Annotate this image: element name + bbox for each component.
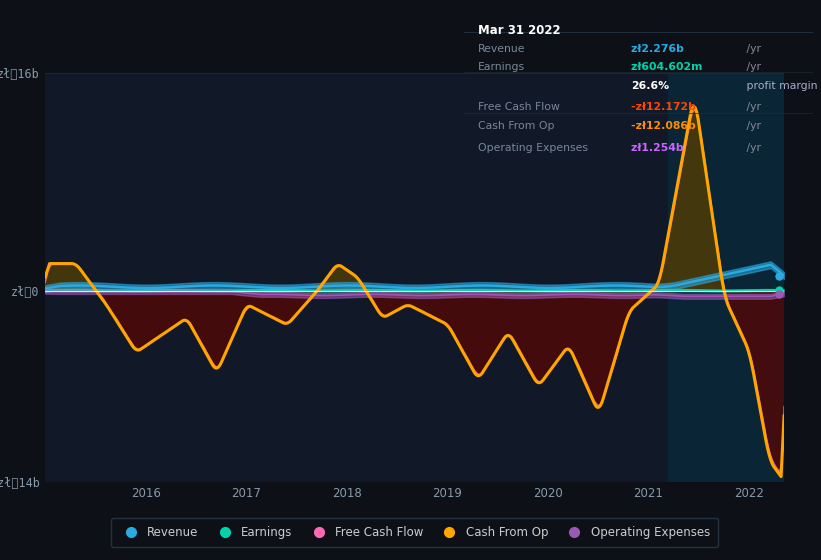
Legend: Revenue, Earnings, Free Cash Flow, Cash From Op, Operating Expenses: Revenue, Earnings, Free Cash Flow, Cash … — [111, 517, 718, 547]
Text: Free Cash Flow: Free Cash Flow — [478, 102, 560, 113]
Text: /yr: /yr — [743, 44, 761, 54]
Text: Cash From Op: Cash From Op — [478, 121, 554, 131]
Text: Earnings: Earnings — [478, 62, 525, 72]
Text: 26.6%: 26.6% — [631, 81, 669, 91]
Text: profit margin: profit margin — [743, 81, 818, 91]
Text: /yr: /yr — [743, 62, 761, 72]
Text: /yr: /yr — [743, 121, 761, 131]
Text: /yr: /yr — [743, 102, 761, 113]
Text: Mar 31 2022: Mar 31 2022 — [478, 24, 561, 36]
Text: -zł​12.172b: -zł​12.172b — [631, 102, 696, 113]
Text: Operating Expenses: Operating Expenses — [478, 143, 588, 153]
Text: zł​1.254b: zł​1.254b — [631, 143, 684, 153]
Text: Revenue: Revenue — [478, 44, 525, 54]
Text: zł​604.602m: zł​604.602m — [631, 62, 703, 72]
Text: zł​2.276b: zł​2.276b — [631, 44, 684, 54]
Text: -zł​12.086b: -zł​12.086b — [631, 121, 696, 131]
Text: /yr: /yr — [743, 143, 761, 153]
Bar — [668, 73, 794, 482]
